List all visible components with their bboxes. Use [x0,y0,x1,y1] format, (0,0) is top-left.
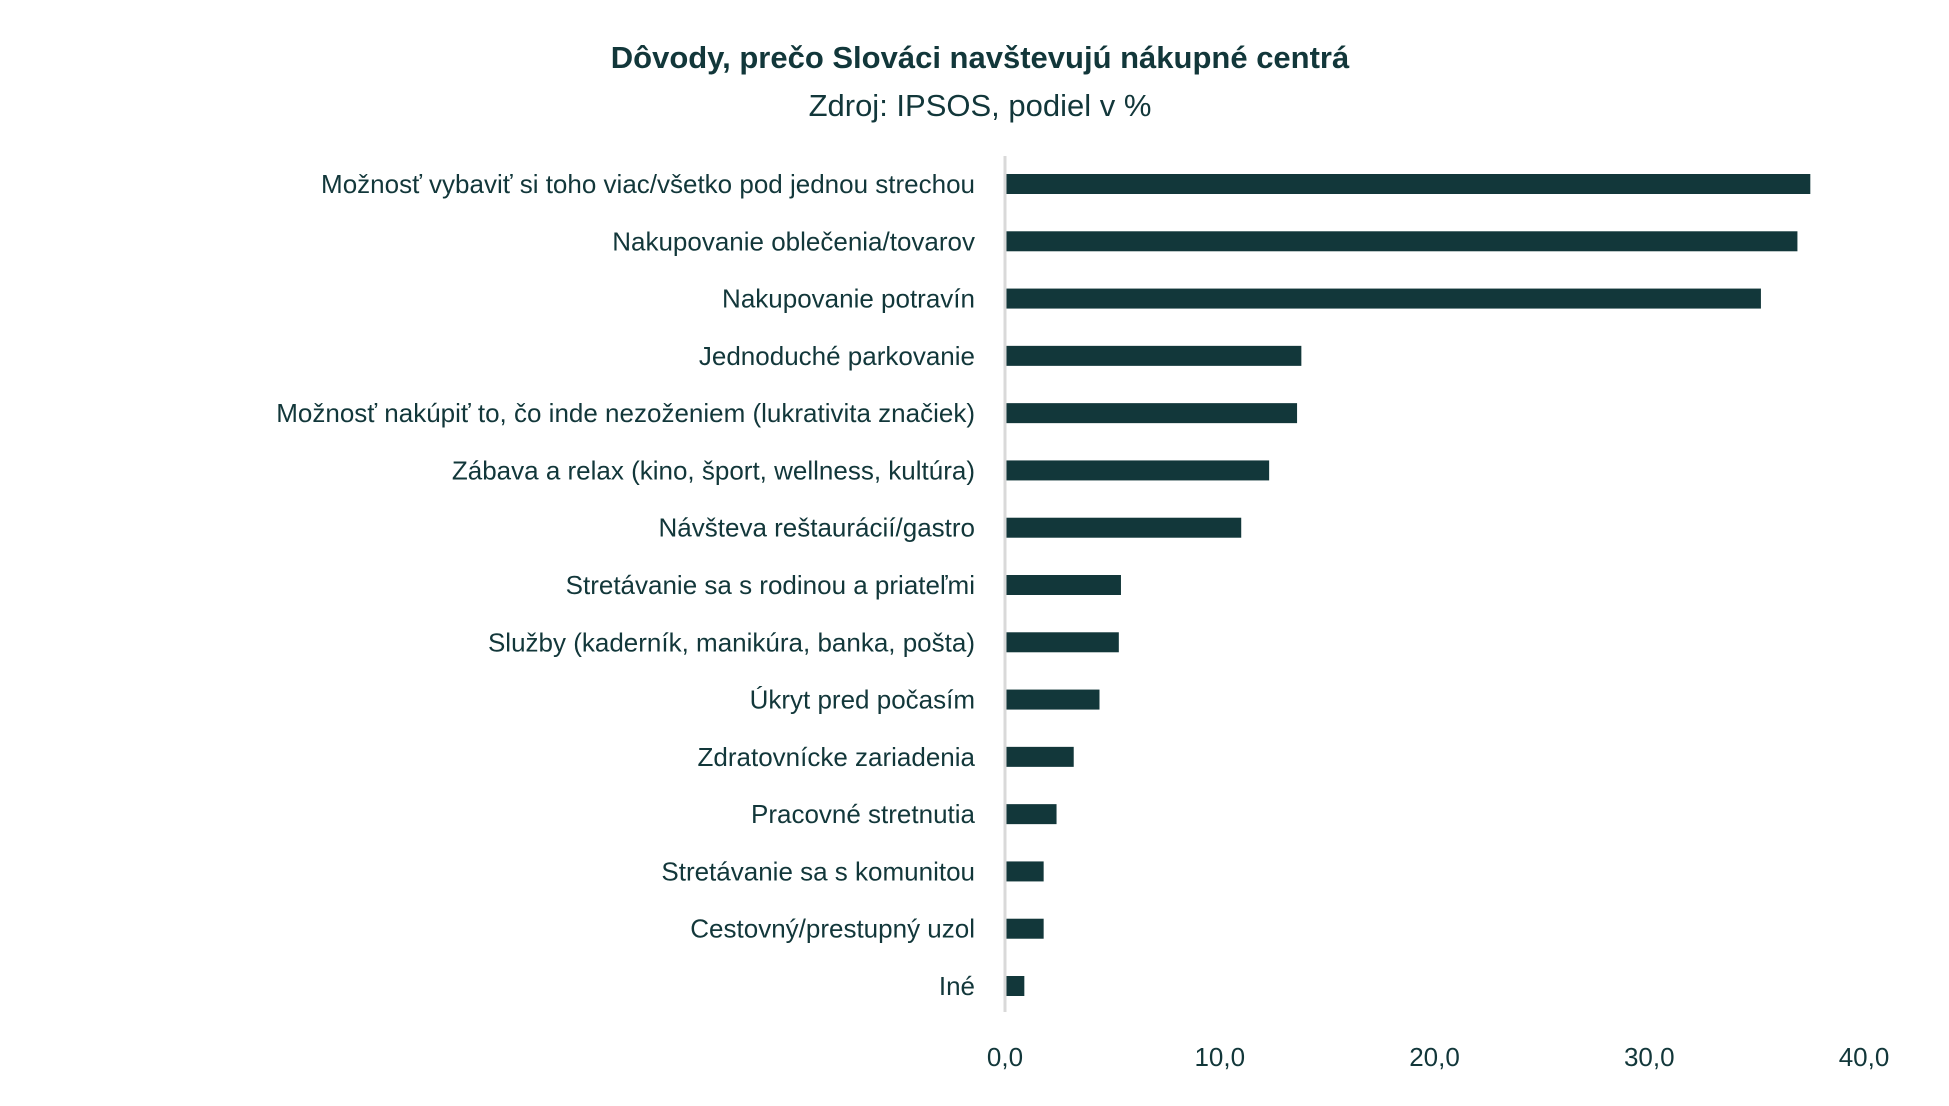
bar [1006,345,1302,366]
bar [1006,174,1811,194]
bar [1006,575,1121,595]
bar [1006,689,1100,710]
bar [1006,632,1119,653]
category-label: Možnosť nakúpiť to, čo inde nezoženiem (… [276,398,975,428]
bar [1006,804,1057,825]
bar [1006,288,1761,309]
bar [1006,403,1298,424]
chart-subtitle: Zdroj: IPSOS, podiel v % [808,88,1152,123]
category-label: Cestovný/prestupný uzol [690,914,975,944]
category-label: Zábava a relax (kino, šport, wellness, k… [452,455,975,485]
x-tick-label: 40,0 [1839,1042,1890,1072]
bar [1006,460,1270,481]
x-tick-label: 10,0 [1194,1042,1245,1072]
category-label: Zdratovnícke zariadenia [698,742,976,772]
category-label: Stretávanie sa s komunitou [661,856,975,886]
category-label: Jednoduché parkovanie [699,341,975,371]
category-label: Možnosť vybaviť si toho viac/všetko pod … [321,169,975,199]
category-label: Iné [939,971,975,1001]
bar [1006,231,1798,252]
category-label: Služby (kaderník, manikúra, banka, pošta… [488,627,975,657]
chart-title: Dôvody, prečo Slováci navštevujú nákupné… [610,40,1350,75]
category-label: Úkryt pred počasím [750,685,975,715]
x-tick-label: 30,0 [1624,1042,1675,1072]
bar [1006,976,1025,996]
category-label: Návšteva reštaurácií/gastro [659,513,975,543]
x-tick-label: 20,0 [1409,1042,1460,1072]
x-tick-label: 0,0 [987,1042,1023,1072]
category-label: Pracovné stretnutia [751,799,976,829]
bar [1006,517,1242,538]
category-label: Nakupovanie potravín [722,284,975,314]
bar [1006,746,1074,767]
bar [1006,918,1044,939]
category-label: Nakupovanie oblečenia/tovarov [612,226,975,256]
bar [1006,861,1044,882]
category-label: Stretávanie sa s rodinou a priateľmi [566,570,975,600]
